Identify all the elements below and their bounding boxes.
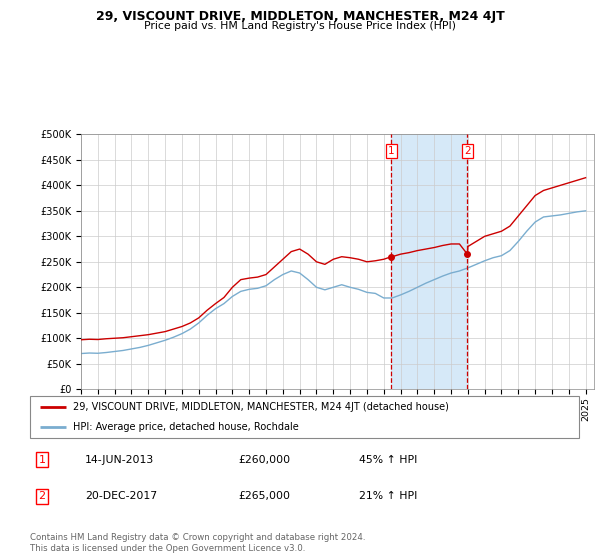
- Text: 1: 1: [38, 455, 46, 465]
- Text: 29, VISCOUNT DRIVE, MIDDLETON, MANCHESTER, M24 4JT (detached house): 29, VISCOUNT DRIVE, MIDDLETON, MANCHESTE…: [73, 402, 449, 412]
- Text: 21% ↑ HPI: 21% ↑ HPI: [359, 491, 418, 501]
- Text: 29, VISCOUNT DRIVE, MIDDLETON, MANCHESTER, M24 4JT: 29, VISCOUNT DRIVE, MIDDLETON, MANCHESTE…: [95, 10, 505, 22]
- Bar: [391, 134, 467, 389]
- FancyBboxPatch shape: [30, 396, 579, 438]
- Text: HPI: Average price, detached house, Rochdale: HPI: Average price, detached house, Roch…: [73, 422, 299, 432]
- Text: Price paid vs. HM Land Registry's House Price Index (HPI): Price paid vs. HM Land Registry's House …: [144, 21, 456, 31]
- Text: £260,000: £260,000: [239, 455, 291, 465]
- Text: 20-DEC-2017: 20-DEC-2017: [85, 491, 157, 501]
- Text: £265,000: £265,000: [239, 491, 290, 501]
- Text: 14-JUN-2013: 14-JUN-2013: [85, 455, 154, 465]
- Text: 2: 2: [38, 491, 46, 501]
- Text: Contains HM Land Registry data © Crown copyright and database right 2024.
This d: Contains HM Land Registry data © Crown c…: [30, 533, 365, 553]
- Text: 45% ↑ HPI: 45% ↑ HPI: [359, 455, 418, 465]
- Text: 1: 1: [388, 146, 395, 156]
- Text: 2: 2: [464, 146, 470, 156]
